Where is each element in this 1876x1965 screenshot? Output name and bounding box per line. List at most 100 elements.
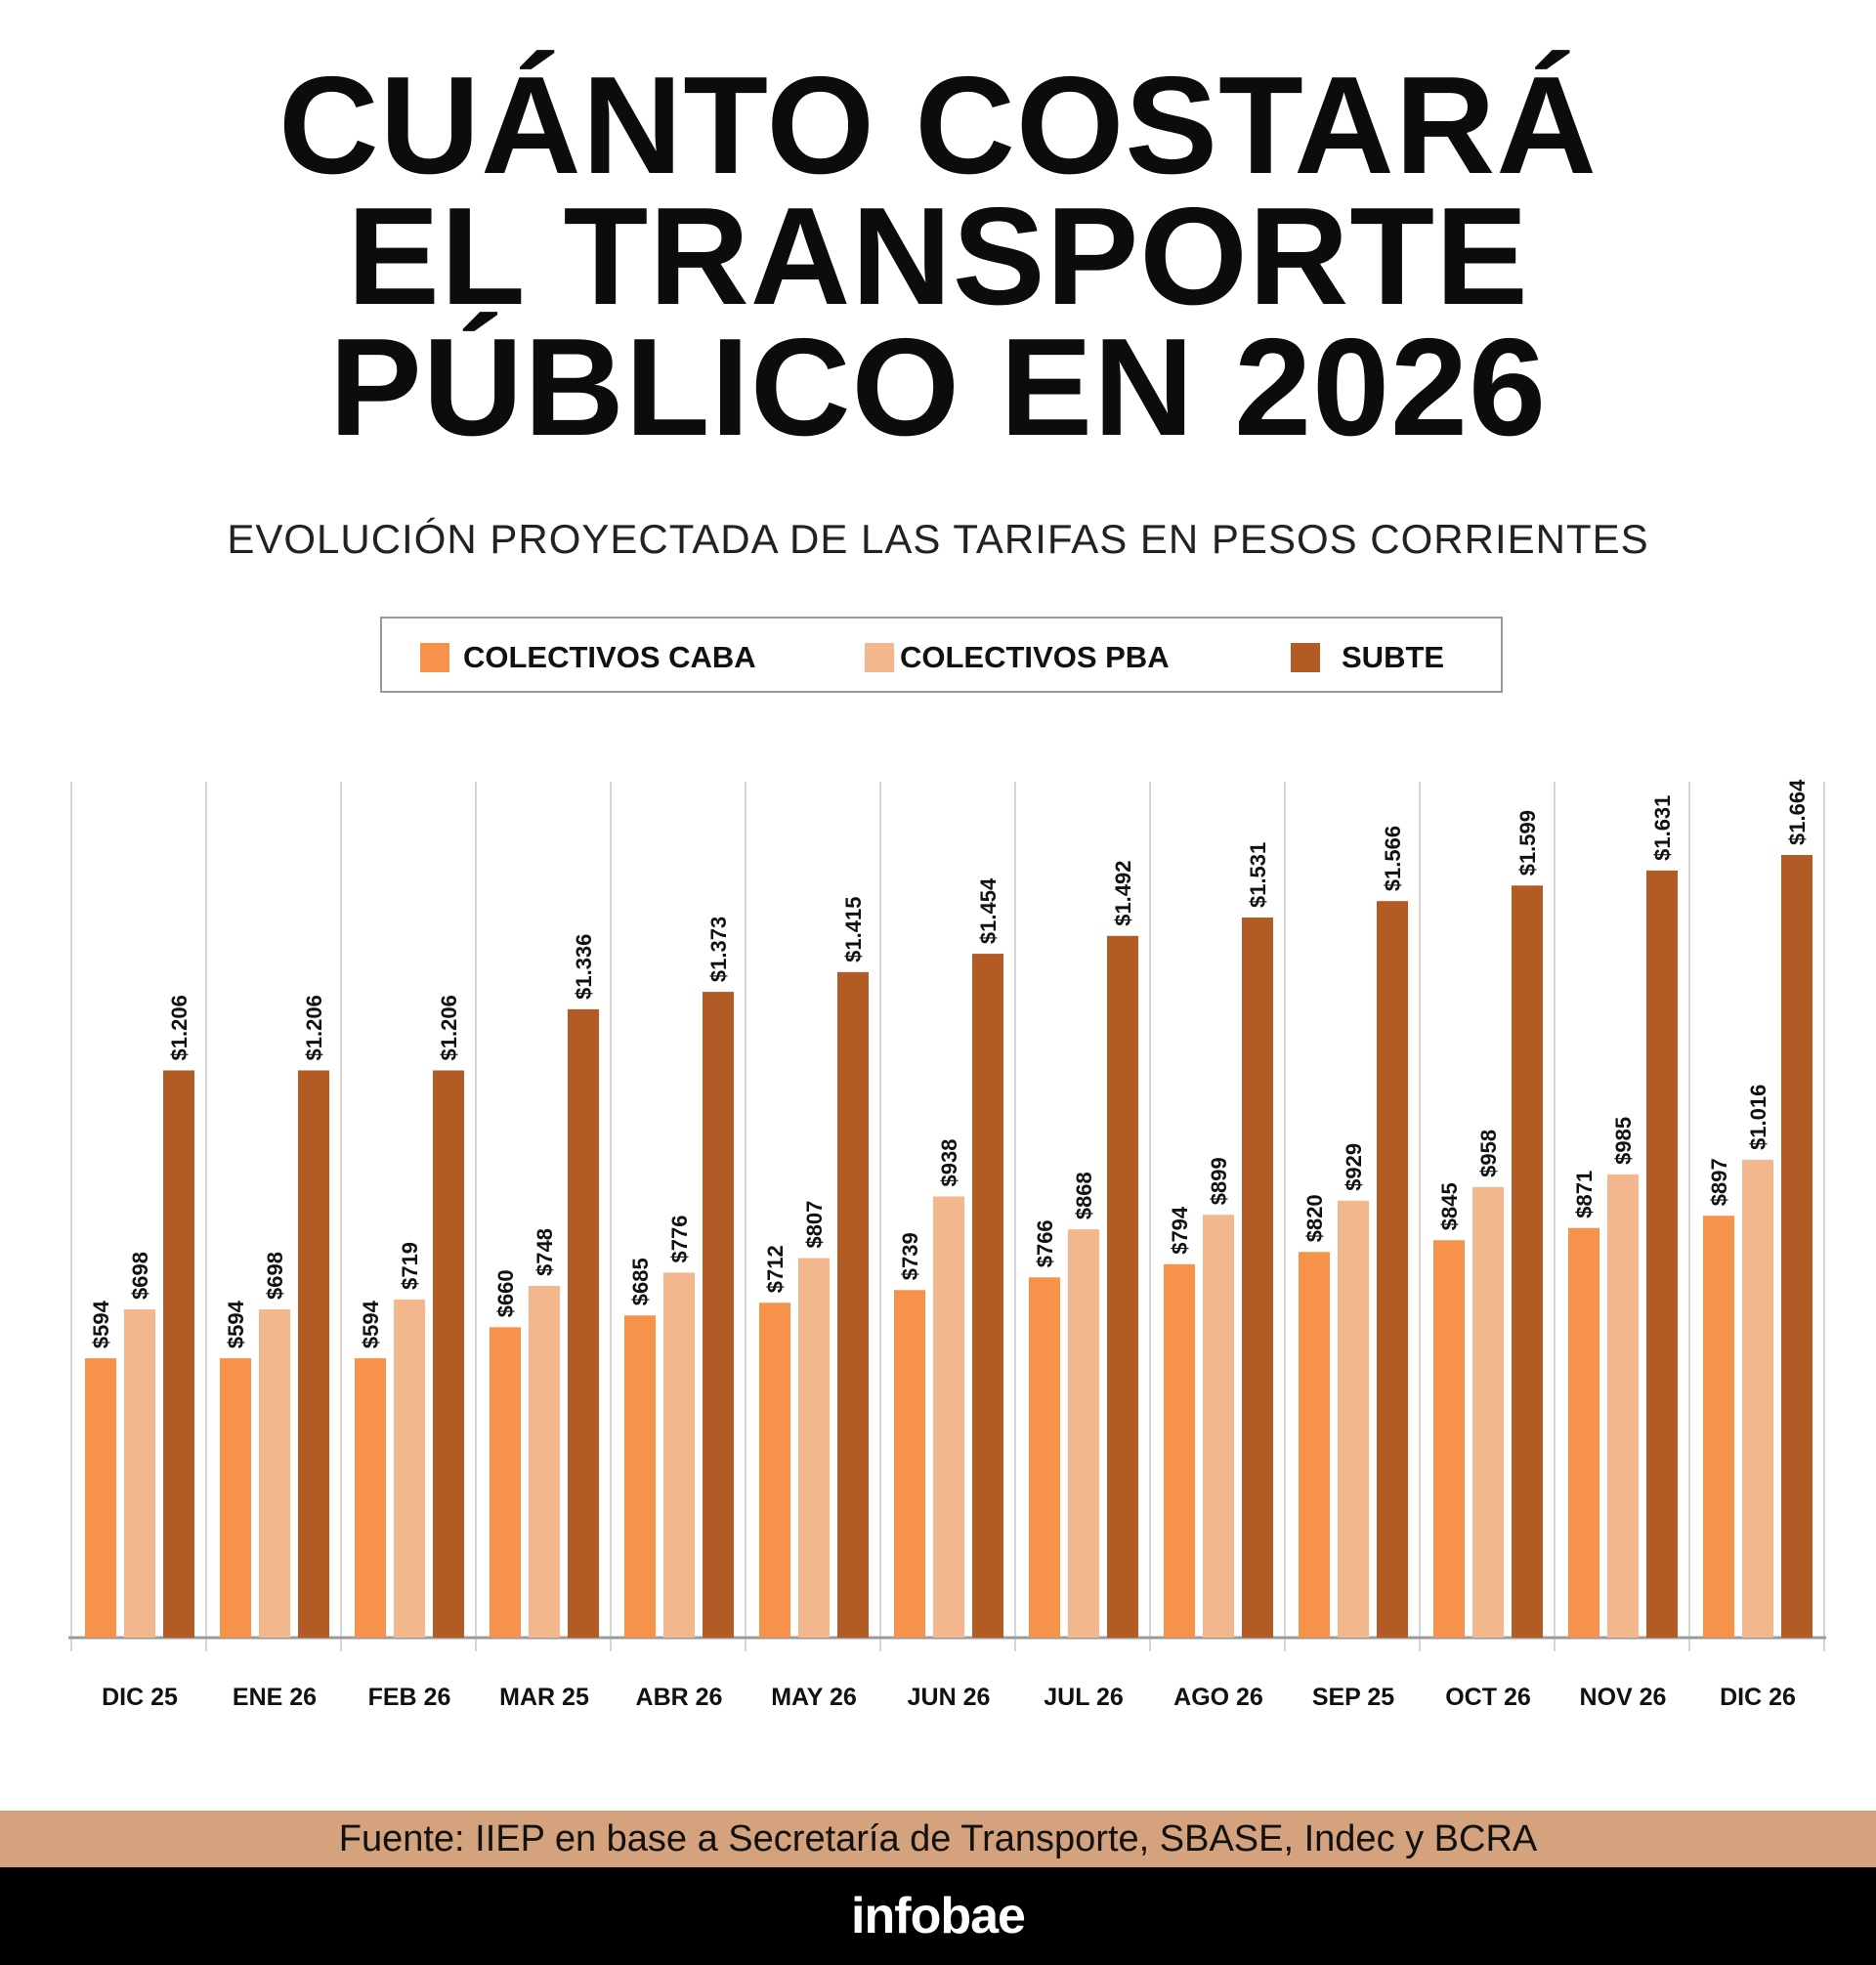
data-label: $897 <box>1707 1158 1731 1206</box>
bar-colectivos-pba <box>1203 1215 1234 1638</box>
bar-colectivos-pba <box>1338 1200 1369 1638</box>
category-label: NOV 26 <box>1580 1684 1667 1711</box>
category-label: FEB 26 <box>368 1684 451 1711</box>
title-line: EL TRANSPORTE <box>347 179 1529 334</box>
data-label: $1.492 <box>1111 860 1135 925</box>
data-label: $685 <box>628 1258 653 1305</box>
category-label: JUN 26 <box>908 1684 991 1711</box>
bar-colectivos-caba <box>85 1358 116 1638</box>
category-label: ENE 26 <box>233 1684 317 1711</box>
data-label: $929 <box>1342 1143 1366 1191</box>
page-title: CUÁNTO COSTARÁ EL TRANSPORTE PÚBLICO EN … <box>0 48 1876 465</box>
data-label: $748 <box>533 1228 557 1276</box>
bar-colectivos-caba <box>355 1358 386 1638</box>
category-label: MAY 26 <box>771 1684 857 1711</box>
bar-colectivos-pba <box>933 1196 964 1638</box>
data-label: $1.016 <box>1746 1085 1770 1150</box>
bar-colectivos-caba <box>1029 1277 1060 1638</box>
bar-colectivos-pba <box>1607 1174 1639 1638</box>
category-label: MAR 25 <box>499 1684 589 1711</box>
bar-subte <box>298 1070 329 1638</box>
data-label: $845 <box>1437 1182 1462 1230</box>
category-label: ABR 26 <box>636 1684 723 1711</box>
bar-colectivos-caba <box>220 1358 251 1638</box>
category-label: OCT 26 <box>1445 1684 1531 1711</box>
bar-colectivos-caba <box>1299 1252 1330 1638</box>
bar-colectivos-caba <box>1568 1227 1599 1638</box>
data-label: $719 <box>398 1242 422 1290</box>
legend-item-caba: COLECTIVOS CABA <box>420 640 756 675</box>
bar-colectivos-caba <box>1164 1263 1195 1638</box>
data-label: $985 <box>1611 1117 1636 1165</box>
bar-subte <box>703 992 734 1638</box>
data-label: $958 <box>1476 1130 1501 1177</box>
data-label: $807 <box>802 1201 827 1249</box>
bar-colectivos-pba <box>259 1309 290 1638</box>
legend-item-pba: COLECTIVOS PBA <box>865 640 1170 675</box>
bar-subte <box>1377 901 1408 1638</box>
data-label: $766 <box>1033 1219 1057 1267</box>
data-label: $1.373 <box>706 917 731 982</box>
category-label: SEP 25 <box>1312 1684 1394 1711</box>
legend-label: SUBTE <box>1342 640 1445 674</box>
data-label: $1.206 <box>437 995 461 1060</box>
data-label: $899 <box>1207 1157 1231 1205</box>
bar-colectivos-pba <box>394 1299 425 1638</box>
bar-subte <box>1781 855 1812 1638</box>
bar-colectivos-caba <box>759 1303 790 1638</box>
bar-subte <box>163 1070 194 1638</box>
bar-subte <box>837 971 869 1638</box>
legend-label: COLECTIVOS CABA <box>463 640 756 674</box>
title-line: PÚBLICO EN 2026 <box>328 310 1548 465</box>
data-label: $776 <box>667 1216 692 1263</box>
bar-chart: $594 $698 $1.206 DIC 25 $594 $698 $1.206 ENE 26… <box>68 779 1826 1711</box>
bar-subte <box>1512 885 1543 1638</box>
bar-colectivos-pba <box>1068 1229 1099 1638</box>
bar-subte <box>568 1008 599 1638</box>
bar-colectivos-caba <box>624 1315 656 1638</box>
data-label: $1.664 <box>1785 779 1810 845</box>
data-label: $660 <box>493 1269 518 1317</box>
bar-subte <box>972 954 1003 1638</box>
source-note: Fuente: IIEP en base a Secretaría de Tra… <box>0 1811 1876 1867</box>
data-label: $1.566 <box>1381 826 1405 891</box>
data-label: $871 <box>1572 1171 1597 1218</box>
category-label: AGO 26 <box>1173 1684 1263 1711</box>
data-label: $594 <box>359 1300 383 1348</box>
legend-swatch <box>865 643 894 672</box>
bar-colectivos-caba <box>490 1327 521 1638</box>
bar-colectivos-caba <box>1703 1216 1734 1638</box>
bar-subte <box>1646 870 1678 1638</box>
data-label: $1.531 <box>1246 842 1270 908</box>
bar-subte <box>1107 935 1138 1638</box>
category-label: JUL 26 <box>1044 1684 1124 1711</box>
subtitle: EVOLUCIÓN PROYECTADA DE LAS TARIFAS EN P… <box>227 516 1649 562</box>
data-label: $820 <box>1302 1194 1327 1242</box>
bar-subte <box>1242 918 1273 1638</box>
data-label: $1.631 <box>1650 795 1675 861</box>
bar-colectivos-pba <box>124 1309 155 1638</box>
data-label: $1.206 <box>167 995 192 1060</box>
data-label: $938 <box>937 1139 961 1187</box>
category-label: DIC 25 <box>102 1684 178 1711</box>
data-label: $739 <box>898 1232 922 1280</box>
bar-colectivos-caba <box>894 1290 925 1638</box>
bar-colectivos-pba <box>529 1285 560 1638</box>
bar-subte <box>433 1070 464 1638</box>
data-label: $1.599 <box>1515 810 1540 876</box>
title-line: CUÁNTO COSTARÁ <box>278 48 1598 203</box>
category-label: DIC 26 <box>1720 1684 1796 1711</box>
data-label: $1.206 <box>302 995 326 1060</box>
legend-swatch <box>1291 643 1320 672</box>
bar-colectivos-caba <box>1433 1240 1465 1638</box>
footer: infobae <box>0 1867 1876 1965</box>
legend-swatch <box>420 643 449 672</box>
infobae-logo: infobae <box>851 1888 1026 1944</box>
data-label: $594 <box>224 1300 248 1348</box>
data-label: $1.336 <box>572 934 596 1000</box>
data-label: $594 <box>89 1300 113 1348</box>
data-label: $698 <box>128 1252 152 1300</box>
legend: COLECTIVOS CABA COLECTIVOS PBA SUBTE <box>380 617 1503 693</box>
data-label: $868 <box>1072 1172 1096 1219</box>
data-label: $1.454 <box>976 877 1001 944</box>
